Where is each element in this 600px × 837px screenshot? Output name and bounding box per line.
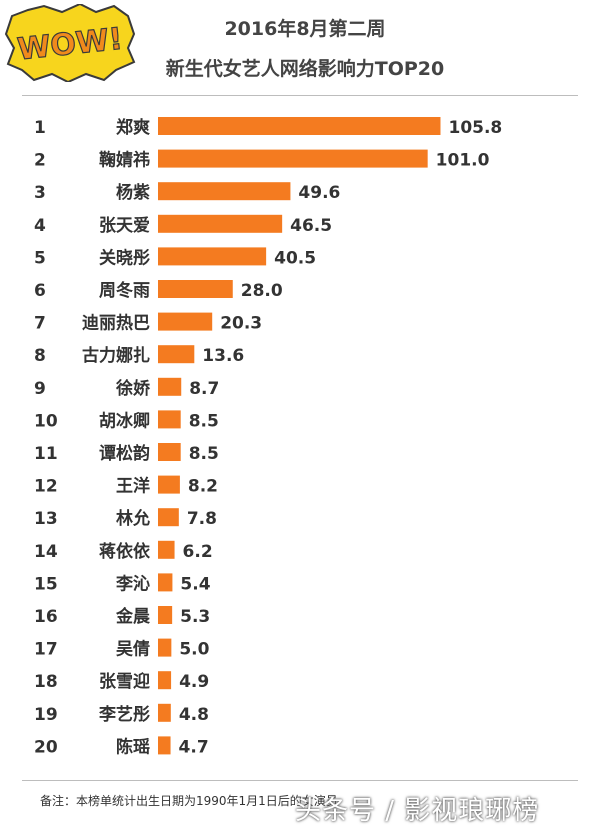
- data-label: 5.4: [180, 574, 210, 594]
- data-label: 105.8: [448, 118, 502, 138]
- ranking-bar-chart: 1 郑爽 105.8 2 鞠婧祎 101.0 3 杨紫 49.6 4 张天爱 46.5 5 关晓彤 40.5…: [34, 117, 502, 757]
- rank-label: 19: [34, 705, 58, 725]
- data-label: 8.5: [189, 444, 219, 464]
- rank-label: 5: [34, 248, 46, 268]
- category-label: 周冬雨: [99, 280, 150, 301]
- category-label: 鞠婧祎: [99, 150, 150, 171]
- data-label: 4.8: [179, 705, 209, 725]
- data-label: 8.2: [188, 477, 218, 497]
- data-label: 5.0: [179, 640, 209, 660]
- footnote: 备注：本榜单统计出生日期为1990年1月1日后的女演员: [40, 794, 338, 808]
- rank-label: 4: [34, 216, 46, 236]
- category-label: 蒋依依: [99, 541, 151, 562]
- bar: [158, 671, 172, 690]
- rank-label: 13: [34, 509, 58, 529]
- rank-label: 15: [34, 574, 58, 594]
- category-label: 王洋: [116, 476, 150, 497]
- bar: [158, 606, 173, 624]
- bar: [158, 247, 267, 266]
- category-label: 李艺彤: [99, 704, 150, 725]
- bar: [158, 475, 180, 494]
- data-label: 4.7: [179, 737, 209, 757]
- rank-label: 6: [34, 281, 46, 301]
- bar: [158, 182, 291, 201]
- bar: [158, 345, 195, 364]
- data-label: 46.5: [290, 216, 332, 236]
- bar: [158, 638, 172, 657]
- category-label: 陈瑶: [116, 736, 150, 757]
- category-label: 关晓彤: [99, 247, 150, 268]
- data-label: 40.5: [274, 248, 316, 268]
- wow-burst-icon: [4, 4, 136, 82]
- bar: [158, 117, 441, 135]
- category-label: 吴倩: [116, 640, 150, 660]
- category-label: 张雪迎: [99, 671, 150, 692]
- rank-label: 17: [34, 640, 58, 660]
- chart-title-date: 2016年8月第二周: [224, 18, 386, 40]
- category-label: 张天爱: [99, 215, 150, 236]
- rank-label: 18: [34, 672, 58, 692]
- rank-label: 8: [34, 346, 46, 366]
- category-label: 胡冰卿: [99, 410, 150, 431]
- category-label: 林允: [116, 508, 150, 529]
- rank-label: 10: [34, 411, 58, 431]
- rank-label: 1: [34, 118, 46, 138]
- bar: [158, 214, 283, 233]
- data-label: 8.5: [189, 411, 219, 431]
- bar: [158, 280, 233, 298]
- chart-title: 新生代女艺人网络影响力TOP20: [165, 58, 445, 80]
- rank-label: 2: [34, 151, 46, 171]
- rank-label: 9: [34, 379, 46, 399]
- data-label: 8.7: [189, 379, 219, 399]
- data-label: 20.3: [220, 314, 262, 334]
- data-label: 49.6: [298, 183, 340, 203]
- data-label: 6.2: [183, 542, 213, 562]
- category-label: 徐娇: [115, 378, 151, 399]
- bar: [158, 312, 213, 331]
- bar: [158, 149, 428, 168]
- data-label: 4.9: [179, 672, 209, 692]
- wow-logo: WOW!: [4, 4, 136, 82]
- data-label: 7.8: [187, 509, 217, 529]
- category-label: 古力娜扎: [82, 345, 150, 366]
- category-label: 谭松韵: [99, 443, 150, 464]
- bar: [158, 410, 181, 429]
- rank-label: 12: [34, 477, 58, 497]
- rank-label: 14: [34, 542, 58, 562]
- watermark: 头条号 / 影视琅琊榜: [295, 796, 540, 826]
- bar: [158, 736, 171, 755]
- bar: [158, 573, 173, 592]
- bottom-divider: [22, 780, 578, 781]
- top-divider: [22, 95, 578, 96]
- category-label: 迪丽热巴: [82, 313, 150, 334]
- rank-label: 16: [34, 607, 58, 627]
- data-label: 13.6: [202, 346, 244, 366]
- rank-label: 7: [34, 314, 46, 334]
- category-label: 郑爽: [116, 117, 150, 138]
- bar: [158, 377, 182, 396]
- bar: [158, 508, 179, 527]
- category-label: 杨紫: [116, 182, 150, 203]
- category-label: 李沁: [116, 573, 150, 594]
- data-label: 101.0: [436, 151, 490, 171]
- bar: [158, 443, 181, 461]
- bar: [158, 703, 171, 722]
- bar: [158, 540, 175, 559]
- rank-label: 20: [34, 737, 58, 757]
- rank-label: 11: [34, 444, 58, 464]
- data-label: 28.0: [241, 281, 283, 301]
- category-label: 金晨: [115, 606, 151, 627]
- rank-label: 3: [34, 183, 46, 203]
- data-label: 5.3: [180, 607, 210, 627]
